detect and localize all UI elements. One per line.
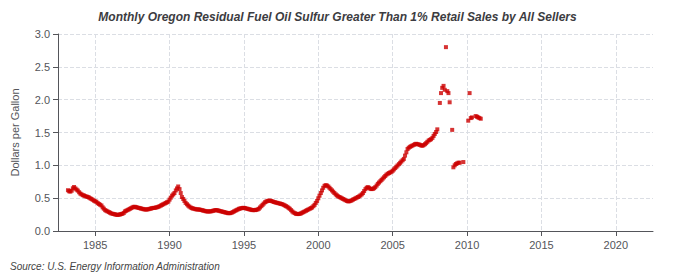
svg-text:Source: U.S. Energy Informatio: Source: U.S. Energy Information Administ… bbox=[10, 261, 220, 272]
svg-text:2005: 2005 bbox=[380, 239, 404, 251]
svg-text:1985: 1985 bbox=[83, 239, 107, 251]
svg-text:1.5: 1.5 bbox=[35, 127, 50, 139]
svg-text:2010: 2010 bbox=[455, 239, 479, 251]
svg-text:Dollars per Gallon: Dollars per Gallon bbox=[9, 88, 21, 176]
svg-text:1995: 1995 bbox=[232, 239, 256, 251]
svg-text:Monthly Oregon Residual Fuel O: Monthly Oregon Residual Fuel Oil Sulfur … bbox=[98, 10, 577, 24]
svg-text:1990: 1990 bbox=[157, 239, 181, 251]
svg-text:0.0: 0.0 bbox=[35, 225, 50, 237]
svg-text:2.0: 2.0 bbox=[35, 94, 50, 106]
svg-text:2020: 2020 bbox=[604, 239, 628, 251]
svg-text:1.0: 1.0 bbox=[35, 159, 50, 171]
svg-text:2.5: 2.5 bbox=[35, 61, 50, 73]
svg-text:3.0: 3.0 bbox=[35, 28, 50, 40]
svg-text:2015: 2015 bbox=[529, 239, 553, 251]
svg-text:0.5: 0.5 bbox=[35, 192, 50, 204]
svg-text:2000: 2000 bbox=[306, 239, 330, 251]
